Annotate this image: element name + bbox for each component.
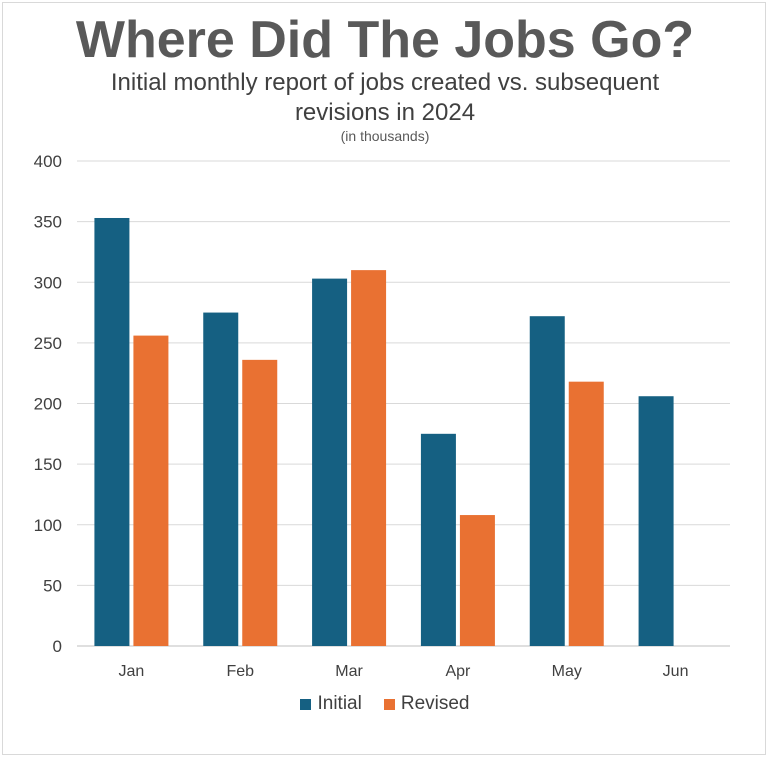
- x-category-label: Jun: [663, 663, 689, 680]
- legend-swatch: [383, 698, 395, 710]
- legend-label: Initial: [317, 693, 362, 714]
- legend-swatch: [300, 698, 312, 710]
- bar-revised-jan: [133, 335, 169, 646]
- x-category-label: Feb: [226, 663, 254, 680]
- x-category-label: Mar: [335, 663, 363, 680]
- chart-units-note: (in thousands): [340, 128, 430, 144]
- y-tick-label: 0: [53, 637, 62, 656]
- x-category-label: Apr: [445, 663, 471, 680]
- legend-label: Revised: [400, 693, 470, 714]
- legend: Initial Revised: [0, 693, 770, 715]
- bar-initial-jun: [638, 396, 674, 646]
- bar-initial-apr: [420, 433, 456, 646]
- bar-initial-feb: [203, 312, 239, 646]
- x-category-label: Jan: [119, 663, 145, 680]
- bar-initial-jan: [94, 217, 130, 647]
- bar-revised-apr: [459, 515, 495, 646]
- y-tick-label: 300: [34, 273, 62, 292]
- chart-subtitle: Initial monthly report of jobs created v…: [110, 69, 660, 126]
- bar-revised-may: [568, 381, 604, 646]
- legend-item-revised: Revised: [383, 693, 470, 715]
- y-tick-label: 400: [34, 152, 62, 171]
- bars: [94, 217, 674, 647]
- y-tick-label: 100: [34, 516, 62, 535]
- y-axis-tick-labels: 0 50 100 150 200 250 300 350 400: [34, 152, 62, 656]
- bar-initial-may: [529, 316, 565, 646]
- chart-title: Where Did The Jobs Go?: [75, 11, 695, 69]
- legend-item-initial: Initial: [300, 693, 362, 715]
- y-tick-label: 150: [34, 455, 62, 474]
- y-tick-label: 350: [34, 213, 62, 232]
- bar-revised-mar: [351, 270, 387, 646]
- bar-revised-feb: [242, 359, 278, 646]
- x-category-label: May: [552, 663, 582, 680]
- y-tick-label: 50: [43, 576, 62, 595]
- gridlines: [77, 160, 730, 647]
- bar-initial-mar: [312, 278, 348, 646]
- y-tick-label: 250: [34, 334, 62, 353]
- y-tick-label: 200: [34, 395, 62, 414]
- x-axis-category-labels: Jan Feb Mar Apr May Jun: [119, 663, 689, 680]
